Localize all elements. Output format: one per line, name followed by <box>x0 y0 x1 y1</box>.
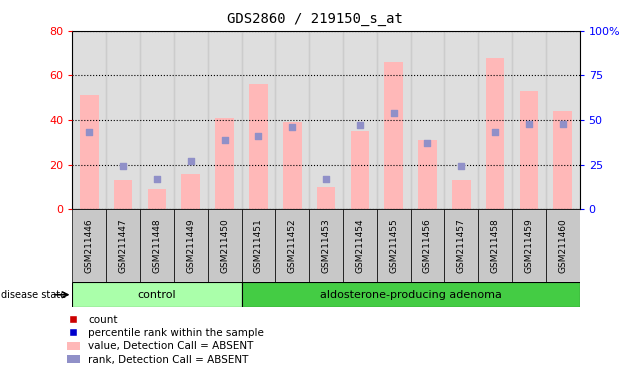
Point <box>456 163 466 169</box>
Legend: count, percentile rank within the sample, value, Detection Call = ABSENT, rank, : count, percentile rank within the sample… <box>63 311 268 369</box>
Point <box>423 140 433 146</box>
Bar <box>444 31 478 209</box>
Bar <box>512 31 546 209</box>
Point <box>220 137 230 143</box>
Bar <box>350 131 369 209</box>
Bar <box>275 209 309 282</box>
Point <box>287 124 297 130</box>
Text: GSM211456: GSM211456 <box>423 218 432 273</box>
Bar <box>215 118 234 209</box>
Text: GSM211453: GSM211453 <box>321 218 331 273</box>
Bar <box>208 31 241 209</box>
Bar <box>384 62 403 209</box>
Bar <box>411 209 444 282</box>
Text: GSM211450: GSM211450 <box>220 218 229 273</box>
Text: control: control <box>138 290 176 300</box>
Bar <box>106 209 140 282</box>
Bar <box>343 209 377 282</box>
Bar <box>181 174 200 209</box>
Bar <box>411 31 444 209</box>
Bar <box>140 209 174 282</box>
Bar <box>249 84 268 209</box>
Point <box>321 176 331 182</box>
Bar <box>478 209 512 282</box>
Bar <box>317 187 335 209</box>
Text: GSM211451: GSM211451 <box>254 218 263 273</box>
Text: GSM211458: GSM211458 <box>491 218 500 273</box>
Bar <box>147 189 166 209</box>
Bar <box>444 209 478 282</box>
Text: GSM211448: GSM211448 <box>152 218 161 273</box>
Bar <box>241 209 275 282</box>
Bar <box>140 31 174 209</box>
Bar <box>452 180 471 209</box>
Text: GSM211446: GSM211446 <box>85 218 94 273</box>
Text: aldosterone-producing adenoma: aldosterone-producing adenoma <box>319 290 501 300</box>
Bar <box>275 31 309 209</box>
Point <box>490 129 500 136</box>
Bar <box>343 31 377 209</box>
Text: disease state: disease state <box>1 290 67 300</box>
Point <box>389 110 399 116</box>
Text: GSM211454: GSM211454 <box>355 218 364 273</box>
Bar <box>377 31 411 209</box>
Bar <box>512 209 546 282</box>
Bar <box>309 209 343 282</box>
Text: GSM211449: GSM211449 <box>186 218 195 273</box>
Point <box>524 121 534 127</box>
Text: GSM211459: GSM211459 <box>524 218 534 273</box>
Point <box>84 129 94 136</box>
Text: GDS2860 / 219150_s_at: GDS2860 / 219150_s_at <box>227 12 403 25</box>
Bar <box>478 31 512 209</box>
Bar <box>241 282 580 307</box>
Bar <box>309 31 343 209</box>
Bar <box>553 111 572 209</box>
Bar <box>174 209 208 282</box>
Bar <box>377 209 411 282</box>
Bar <box>546 31 580 209</box>
Point <box>152 176 162 182</box>
Point <box>186 158 196 164</box>
Point <box>118 163 129 169</box>
Point <box>253 133 263 139</box>
Bar <box>72 209 106 282</box>
Bar <box>174 31 208 209</box>
Point <box>355 122 365 128</box>
Bar <box>72 31 106 209</box>
Text: GSM211460: GSM211460 <box>558 218 567 273</box>
Text: GSM211452: GSM211452 <box>288 218 297 273</box>
Bar <box>546 209 580 282</box>
Bar <box>72 282 241 307</box>
Text: GSM211447: GSM211447 <box>118 218 128 273</box>
Bar <box>241 31 275 209</box>
Text: GSM211457: GSM211457 <box>457 218 466 273</box>
Bar <box>114 180 132 209</box>
Bar <box>80 96 99 209</box>
Bar <box>283 122 302 209</box>
Text: GSM211455: GSM211455 <box>389 218 398 273</box>
Bar <box>208 209 241 282</box>
Bar <box>106 31 140 209</box>
Point <box>558 121 568 127</box>
Bar <box>418 140 437 209</box>
Bar <box>520 91 538 209</box>
Bar <box>486 58 505 209</box>
